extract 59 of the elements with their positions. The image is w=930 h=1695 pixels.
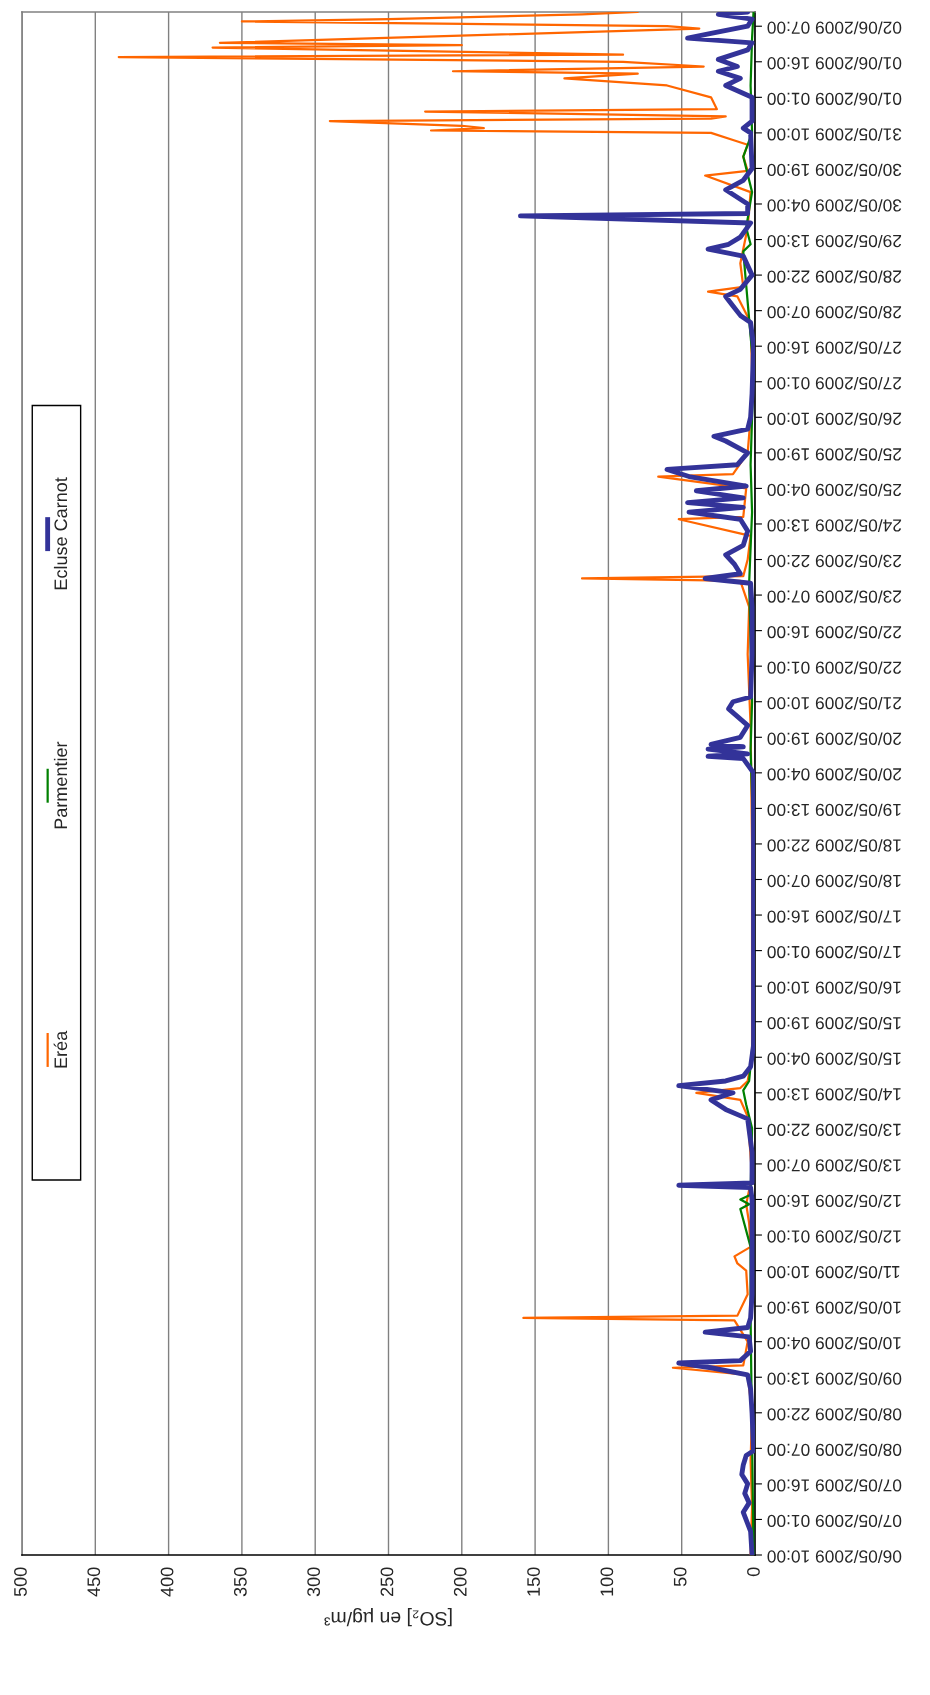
y-tick-label: 18/05/2009 07:00 <box>767 874 901 888</box>
y-tick-label: 23/05/2009 07:00 <box>767 590 902 604</box>
x-tick-label: 50 <box>673 1567 687 1587</box>
x-tick-label: 100 <box>600 1567 614 1596</box>
legend-label: Parmentier <box>53 741 68 829</box>
y-tick-label: 10/05/2009 04:00 <box>767 1337 901 1350</box>
y-tick-label: 27/05/2009 16:00 <box>767 341 902 355</box>
y-tick-label: 10/05/2009 19:00 <box>767 1301 901 1315</box>
y-tick-label: 19/05/2009 13:00 <box>767 803 901 817</box>
x-tick-label: 250 <box>380 1567 394 1597</box>
y-tick-label: 13/05/2009 07:00 <box>767 1159 901 1173</box>
y-tick-label: 22/05/2009 01:00 <box>767 661 902 675</box>
x-tick-label: 500 <box>14 1567 27 1597</box>
y-tick-label: 18/05/2009 22:00 <box>767 839 901 853</box>
y-tick-label: 06/05/2009 10:00 <box>767 1550 902 1564</box>
y-tick-label: 01/06/2009 16:00 <box>767 57 902 70</box>
y-tick-label: 17/05/2009 16:00 <box>767 910 901 924</box>
y-tick-label: 15/05/2009 04:00 <box>767 1052 901 1066</box>
y-tick-label: 30/05/2009 19:00 <box>767 163 902 177</box>
x-tick-label: 150 <box>527 1567 540 1596</box>
y-tick-label: 23/05/2009 22:00 <box>767 554 902 568</box>
x-axis-title: [SO₂] en µg/m³ <box>324 1608 452 1627</box>
y-tick-label: 20/05/2009 04:00 <box>767 768 902 781</box>
y-tick-label: 22/05/2009 16:00 <box>767 625 902 639</box>
y-tick-label: 17/05/2009 01:00 <box>767 945 901 959</box>
x-tick-label: 300 <box>307 1567 321 1597</box>
legend-label: Ecluse Carnot <box>53 477 68 590</box>
y-tick-label: 28/05/2009 22:00 <box>767 270 902 284</box>
y-tick-label: 20/05/2009 19:00 <box>767 732 902 746</box>
y-tick-label: 27/05/2009 01:00 <box>767 377 902 390</box>
x-tick-label: 200 <box>453 1567 467 1597</box>
y-tick-label: 02/06/2009 07:00 <box>767 21 902 35</box>
y-tick-label: 26/05/2009 10:00 <box>767 412 902 426</box>
y-tick-label: 28/05/2009 07:00 <box>767 305 902 319</box>
y-tick-label: 12/05/2009 16:00 <box>767 1194 901 1208</box>
y-tick-label: 14/05/2009 13:00 <box>767 1088 901 1101</box>
y-tick-label: 31/05/2009 10:00 <box>767 128 902 141</box>
y-tick-label: 29/05/2009 13:00 <box>767 234 902 248</box>
x-tick-label: 400 <box>160 1567 174 1597</box>
y-tick-label: 01/06/2009 01:00 <box>767 92 902 106</box>
x-tick-label: 350 <box>233 1567 247 1597</box>
y-tick-label: 21/05/2009 10:00 <box>767 697 902 710</box>
y-tick-label: 15/05/2009 19:00 <box>767 1017 901 1030</box>
y-tick-label: 09/05/2009 13:00 <box>767 1372 902 1386</box>
y-tick-label: 30/05/2009 04:00 <box>767 199 902 213</box>
y-tick-label: 07/05/2009 01:00 <box>767 1514 902 1528</box>
y-tick-label: 13/05/2009 22:00 <box>767 1123 901 1137</box>
y-tick-label: 16/05/2009 10:00 <box>767 981 901 995</box>
y-tick-label: 25/05/2009 04:00 <box>767 483 902 497</box>
x-tick-label: 450 <box>87 1567 101 1597</box>
y-tick-label: 08/05/2009 22:00 <box>767 1408 902 1421</box>
y-tick-label: 11/05/2009 10:00 <box>767 1265 900 1279</box>
y-tick-label: 08/05/2009 07:00 <box>767 1443 902 1457</box>
x-tick-label: 0 <box>747 1567 760 1577</box>
y-tick-label: 25/05/2009 19:00 <box>767 448 902 461</box>
y-tick-label: 07/05/2009 16:00 <box>767 1479 902 1492</box>
y-tick-label: 12/05/2009 01:00 <box>767 1230 901 1244</box>
legend-label: Eréa <box>53 1030 68 1068</box>
y-tick-label: 24/05/2009 13:00 <box>767 519 902 533</box>
